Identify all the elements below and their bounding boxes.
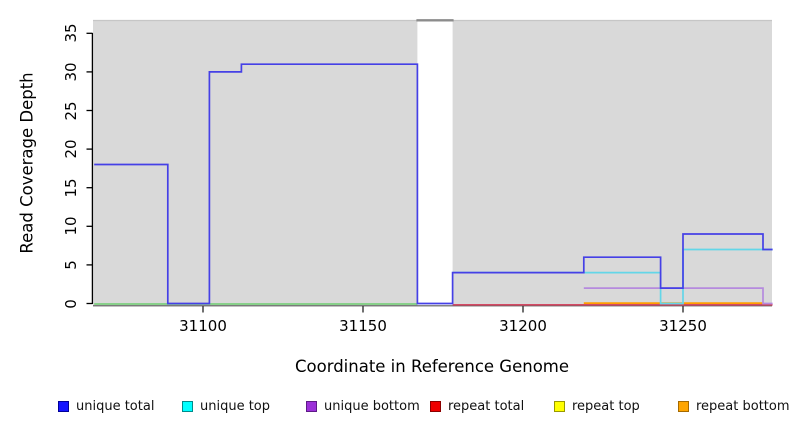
series-line-unique-top: [452, 248, 773, 305]
legend-label: repeat bottom: [696, 398, 790, 414]
x-tick-label: 31200: [499, 317, 547, 335]
y-axis-title: Read Coverage Depth: [17, 72, 37, 254]
x-tick-label: 31250: [659, 317, 707, 335]
legend-item-repeat-bottom: repeat bottom: [678, 398, 790, 414]
x-axis-title: Coordinate in Reference Genome: [294, 357, 570, 376]
legend-label: unique bottom: [324, 398, 420, 414]
y-tick-label: 35: [62, 23, 80, 43]
x-tick-label: 31100: [179, 317, 227, 335]
legend-swatch-unique-bottom: [306, 400, 317, 412]
x-tick-label: 31150: [339, 317, 387, 335]
y-tick-label: 15: [62, 178, 80, 198]
gap-region-band: [417, 20, 453, 306]
legend-item-repeat-total: repeat total: [430, 398, 524, 414]
legend-swatch-repeat-top: [554, 400, 565, 412]
legend-item-unique-top: unique top: [182, 398, 270, 414]
y-tick-label: 25: [62, 100, 80, 121]
legend-label: repeat top: [572, 398, 640, 414]
legend-item-unique-total: unique total: [58, 398, 154, 414]
y-tick-label: 10: [62, 216, 80, 236]
series-line-unique-total: [94, 63, 773, 305]
legend-item-unique-bottom: unique bottom: [306, 398, 420, 414]
y-tick-label: 5: [62, 260, 80, 270]
legend-swatch-repeat-total: [430, 400, 441, 412]
y-tick-label: 0: [62, 298, 80, 309]
legend-item-repeat-top: repeat top: [554, 398, 640, 414]
legend-label: unique top: [200, 398, 271, 414]
legend-label: unique total: [76, 398, 155, 414]
series-lines-group: [94, 63, 773, 306]
y-tick-label: 30: [62, 62, 80, 82]
legend-swatch-repeat-bottom: [678, 400, 689, 412]
legend-label: repeat total: [448, 398, 525, 414]
legend-swatch-unique-total: [58, 400, 69, 412]
y-tick-label: 20: [62, 139, 80, 159]
legend-swatch-unique-top: [182, 400, 193, 412]
